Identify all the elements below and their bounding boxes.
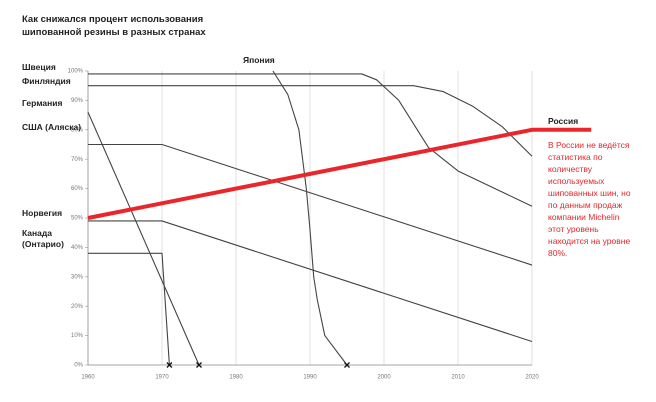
end-marker (344, 362, 350, 368)
end-marker (196, 362, 202, 368)
y-tick-label: 90% (71, 98, 84, 104)
y-tick-label: 50% (71, 216, 84, 222)
x-tick-label: 2020 (525, 375, 539, 381)
series-label: США (Аляска) (22, 122, 82, 132)
annotation: В России не ведётся статистика по количе… (548, 140, 631, 258)
x-tick-label: 2010 (451, 375, 465, 381)
series-label: Германия (22, 98, 63, 108)
series-label: Канада (Онтарио) (22, 228, 64, 249)
x-tick-label: 1990 (303, 375, 317, 381)
series-line (88, 73, 533, 207)
series-label: Швеция (22, 62, 56, 72)
y-tick-label: 0% (74, 363, 83, 369)
y-tick-label: 10% (71, 333, 84, 339)
y-tick-label: 20% (71, 304, 84, 310)
y-tick-label: 100% (68, 69, 84, 75)
series-label: Япония (243, 55, 275, 65)
series-line (88, 143, 533, 266)
series-label: Финляндия (22, 76, 71, 86)
end-marker (166, 362, 173, 368)
series-line (88, 220, 533, 343)
y-tick-label: 30% (71, 274, 84, 280)
series-label: Норвегия (22, 208, 63, 218)
x-tick-label: 1970 (155, 375, 169, 381)
series-label: Россия (548, 116, 579, 126)
x-tick-label: 1960 (81, 375, 95, 381)
series-line (87, 127, 592, 220)
series-line (88, 85, 533, 157)
chart-title: Как снижался процент использования шипов… (22, 14, 206, 38)
x-tick-label: 1980 (229, 375, 243, 381)
series-line (87, 111, 200, 366)
y-tick-label: 80% (71, 127, 84, 133)
y-tick-label: 40% (71, 245, 84, 251)
series-line (272, 70, 348, 366)
y-tick-label: 60% (71, 186, 84, 192)
series-line (88, 252, 170, 366)
y-tick-label: 70% (71, 157, 84, 163)
x-tick-label: 2000 (377, 375, 391, 381)
